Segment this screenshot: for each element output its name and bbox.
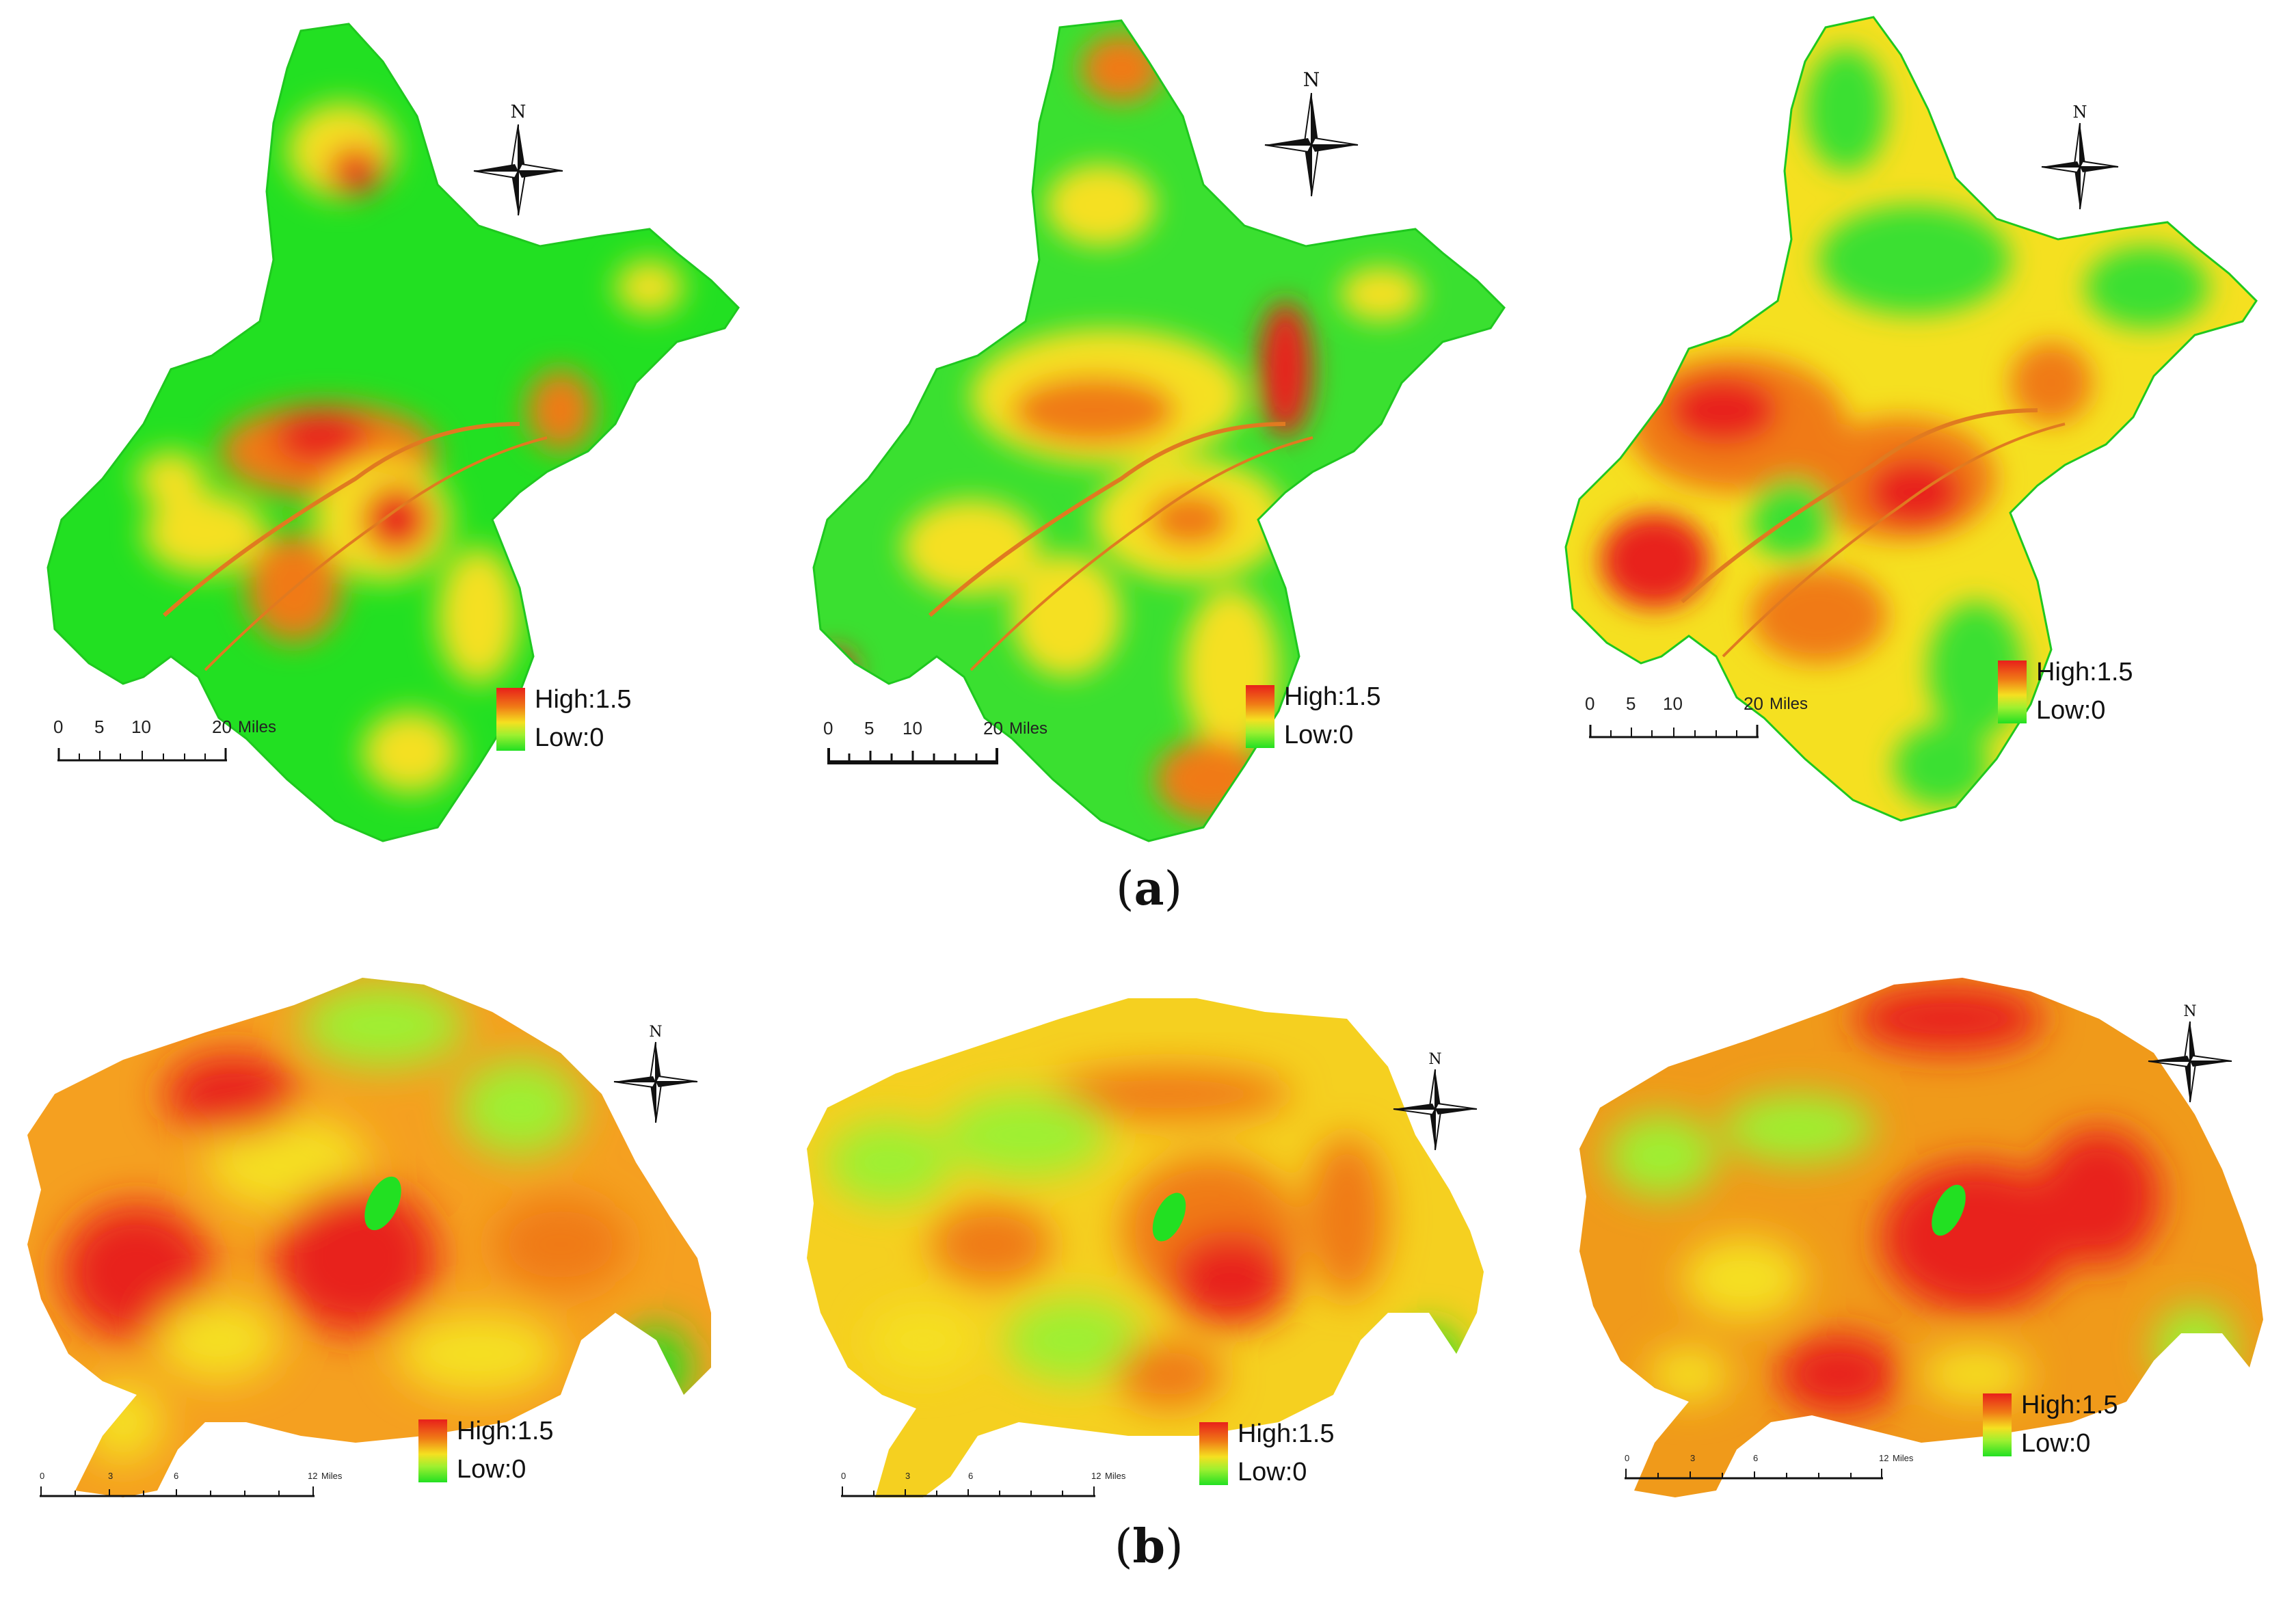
legend-low-label: Low:0	[2021, 1429, 2091, 1458]
legend-low-label: Low:0	[535, 723, 604, 752]
north-label: N	[1428, 1051, 1441, 1068]
scale-tick-20: 20	[983, 718, 1003, 738]
map-b2: N High:1.5 Low:0 0 3 6 12 Miles	[786, 957, 1545, 1518]
north-label: N	[2073, 103, 2087, 122]
scale-tick-20: 20	[1744, 693, 1763, 714]
scale-tick-10: 10	[903, 718, 922, 738]
north-arrow-icon: N	[613, 1024, 698, 1123]
scale-unit: Miles	[1105, 1471, 1126, 1481]
scale-tick-5: 5	[864, 718, 875, 738]
map-a2-raster	[812, 19, 1506, 842]
scale-tick-10: 10	[131, 717, 151, 737]
scale-bar-b3: 0 3 6 12 Miles	[1625, 1454, 1953, 1488]
scale-tick-12: 12	[1091, 1471, 1102, 1481]
map-b3: N High:1.5 Low:0 0 3 6 12 Miles	[1566, 950, 2296, 1511]
scale-tick-6: 6	[1753, 1453, 1759, 1463]
legend-high-label: High:1.5	[1238, 1419, 1335, 1448]
scale-unit: Miles	[1009, 719, 1048, 738]
scale-tick-6: 6	[968, 1471, 974, 1481]
scale-tick-20: 20	[212, 717, 232, 737]
legend-low-label: Low:0	[2036, 696, 2106, 725]
legend-color-ramp	[496, 688, 525, 751]
legend-high-label: High:1.5	[457, 1417, 554, 1445]
legend-low-label: Low:0	[1284, 721, 1354, 749]
scale-tick-12: 12	[1879, 1453, 1889, 1463]
scale-tick-3: 3	[905, 1471, 911, 1481]
north-label: N	[649, 1024, 662, 1041]
north-arrow-icon: N	[2041, 103, 2119, 210]
legend-color-ramp	[1199, 1422, 1228, 1485]
scale-tick-3: 3	[108, 1471, 114, 1481]
map-a2: N High:1.5 Low:0 0 5 10 20 Miles	[766, 0, 1525, 862]
scale-unit: Miles	[238, 718, 277, 736]
scale-bar-a1: 0 5 10 20 Miles	[53, 717, 304, 773]
legend-high-label: High:1.5	[2021, 1391, 2118, 1419]
scale-bar-b1: 0 3 6 12 Miles	[40, 1471, 368, 1506]
map-a3-raster	[1564, 16, 2258, 822]
scale-tick-5: 5	[94, 717, 105, 737]
scale-tick-0: 0	[841, 1471, 846, 1481]
scale-unit: Miles	[1893, 1453, 1914, 1463]
scale-tick-0: 0	[823, 718, 833, 738]
north-label: N	[2183, 1003, 2196, 1020]
legend-low-label: Low:0	[457, 1455, 526, 1484]
map-b3-raster	[1579, 978, 2263, 1497]
legend-color-ramp	[1998, 660, 2027, 723]
scale-tick-10: 10	[1663, 693, 1683, 714]
legend-high-label: High:1.5	[1284, 682, 1381, 711]
map-b1-raster	[27, 978, 711, 1497]
caption-b: (b)	[1114, 1519, 1184, 1574]
legend-low-label: Low:0	[1238, 1458, 1307, 1486]
scale-bar-a2: 0 5 10 20 Miles	[823, 718, 1073, 774]
scale-unit: Miles	[321, 1471, 343, 1481]
legend-high-label: High:1.5	[535, 685, 632, 714]
map-a1: N High:1.5 Low:0 0 5 10 20 Miles	[0, 0, 759, 862]
scale-tick-0: 0	[53, 717, 64, 737]
map-a1-raster	[46, 23, 740, 842]
north-label: N	[1303, 70, 1320, 91]
legend-color-ramp	[1983, 1393, 2012, 1456]
north-arrow-icon: N	[473, 103, 563, 216]
scale-tick-6: 6	[174, 1471, 179, 1481]
scale-unit: Miles	[1770, 695, 1808, 713]
north-arrow-icon: N	[1393, 1051, 1478, 1151]
scale-bar-b2: 0 3 6 12 Miles	[841, 1471, 1169, 1506]
scale-tick-12: 12	[308, 1471, 318, 1481]
scale-tick-5: 5	[1626, 693, 1636, 714]
map-a3: N High:1.5 Low:0 0 5 10 20 Miles	[1532, 0, 2296, 862]
scale-bar-a3: 0 5 10 20 Miles	[1585, 693, 1835, 749]
scale-tick-0: 0	[1585, 693, 1595, 714]
scale-tick-0: 0	[40, 1471, 45, 1481]
map-b2-raster	[807, 998, 1484, 1497]
legend-color-ramp	[1246, 685, 1274, 748]
north-label: N	[511, 103, 526, 122]
caption-a: (a)	[1116, 862, 1183, 916]
legend-color-ramp	[418, 1419, 447, 1482]
scale-tick-0: 0	[1625, 1453, 1630, 1463]
scale-tick-3: 3	[1690, 1453, 1696, 1463]
north-arrow-icon: N	[2148, 1003, 2232, 1103]
map-b1: N High:1.5 Low:0 0 3 6 12 Miles	[0, 957, 759, 1518]
north-arrow-icon: N	[1264, 70, 1359, 197]
legend-high-label: High:1.5	[2036, 658, 2133, 686]
